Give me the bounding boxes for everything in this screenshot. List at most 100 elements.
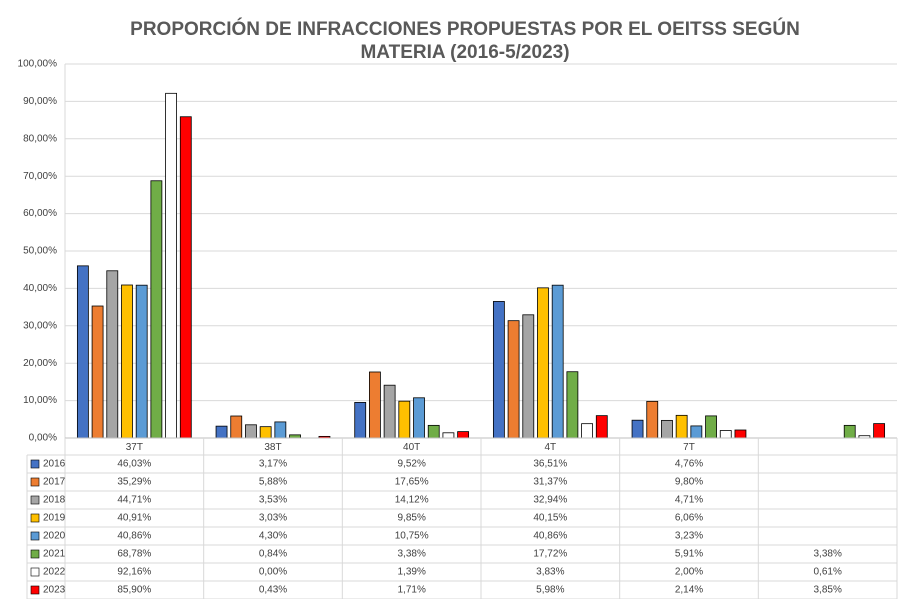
bar (646, 400, 659, 439)
data-label: 5,98% (536, 585, 564, 596)
data-label: 4,76% (675, 459, 703, 470)
y-tick-label: 10,00% (23, 395, 57, 406)
data-label: 0,00% (259, 567, 287, 578)
legend-label: 2022 (43, 567, 66, 578)
legend-label: 2019 (43, 513, 66, 524)
bar (457, 431, 470, 439)
bar (369, 371, 381, 439)
data-label: 17,72% (533, 549, 567, 560)
data-label: 9,80% (675, 477, 703, 488)
x-tick-label: 4T (544, 442, 556, 453)
bar (442, 432, 455, 439)
data-label: 4,30% (259, 531, 287, 542)
bar (91, 305, 104, 439)
x-tick-label: 37T (126, 442, 143, 453)
bar (873, 423, 886, 439)
data-label: 9,52% (397, 459, 425, 470)
bar (413, 397, 425, 439)
data-label: 3,23% (675, 531, 703, 542)
data-label: 4,71% (675, 495, 703, 506)
data-label: 46,03% (117, 459, 151, 470)
legend-key (30, 495, 40, 505)
y-tick-label: 50,00% (23, 246, 57, 257)
data-label: 31,37% (533, 477, 567, 488)
data-label: 5,91% (675, 549, 703, 560)
data-label: 0,84% (259, 549, 287, 560)
bar (215, 425, 228, 439)
data-label: 9,85% (397, 513, 425, 524)
legend-key (30, 567, 40, 577)
data-label: 2,00% (675, 567, 703, 578)
y-tick-label: 70,00% (23, 171, 57, 182)
y-tick-label: 30,00% (23, 320, 57, 331)
legend-key (30, 531, 40, 541)
legend-label: 2017 (43, 477, 66, 488)
data-label: 68,78% (117, 549, 151, 560)
data-label: 0,61% (813, 567, 841, 578)
data-label: 36,51% (533, 459, 567, 470)
data-label: 3,38% (397, 549, 425, 560)
data-label: 40,86% (533, 531, 567, 542)
legend-label: 2020 (43, 531, 66, 542)
data-label: 17,65% (395, 477, 429, 488)
bar (230, 415, 243, 439)
bar (595, 415, 608, 439)
data-label: 3,38% (813, 549, 841, 560)
legend-label: 2023 (43, 585, 66, 596)
bar (274, 421, 287, 439)
data-label: 85,90% (117, 585, 151, 596)
y-tick-label: 60,00% (23, 208, 57, 219)
data-label: 3,03% (259, 513, 287, 524)
data-label: 6,06% (675, 513, 703, 524)
y-tick-label: 40,00% (23, 283, 57, 294)
data-label: 14,12% (395, 495, 429, 506)
bar (675, 414, 688, 439)
legend-key (30, 549, 40, 559)
bar (661, 419, 673, 439)
bar (581, 423, 593, 439)
data-label: 3,53% (259, 495, 287, 506)
y-tick-label: 80,00% (23, 133, 57, 144)
bar (690, 425, 703, 439)
x-tick-label: 7T (683, 442, 695, 453)
data-label: 32,94% (533, 495, 567, 506)
bar (135, 284, 148, 439)
data-label: 40,91% (117, 513, 151, 524)
data-label: 3,85% (813, 585, 841, 596)
chart-title: PROPORCIÓN DE INFRACCIONES PROPUESTAS PO… (130, 19, 800, 63)
data-label: 3,83% (536, 567, 564, 578)
y-tick-label: 90,00% (23, 96, 57, 107)
legend-label: 2016 (43, 459, 66, 470)
bar (522, 314, 535, 439)
y-tick-label: 0,00% (29, 433, 57, 444)
legend-label: 2018 (43, 495, 66, 506)
data-label: 0,43% (259, 585, 287, 596)
bar (259, 426, 272, 439)
data-label: 1,39% (397, 567, 425, 578)
bar (245, 424, 257, 439)
x-tick-label: 40T (403, 442, 420, 453)
legend-label: 2021 (43, 549, 66, 560)
bar (76, 265, 89, 439)
data-label: 2,14% (675, 585, 703, 596)
bar (537, 287, 549, 439)
legend-key (30, 477, 40, 487)
data-label: 40,15% (533, 513, 567, 524)
data-label: 1,71% (397, 585, 425, 596)
bar (354, 401, 367, 439)
bar (719, 430, 732, 439)
legend-key (30, 459, 40, 469)
bar (106, 270, 119, 439)
bar (734, 429, 747, 439)
bar (427, 424, 440, 439)
data-label: 92,16% (117, 567, 151, 578)
data-label: 40,86% (117, 531, 151, 542)
bar (551, 284, 564, 439)
y-tick-label: 20,00% (23, 358, 57, 369)
data-label: 35,29% (117, 477, 151, 488)
data-label: 3,17% (259, 459, 287, 470)
bar (705, 415, 717, 439)
bar (631, 419, 644, 439)
